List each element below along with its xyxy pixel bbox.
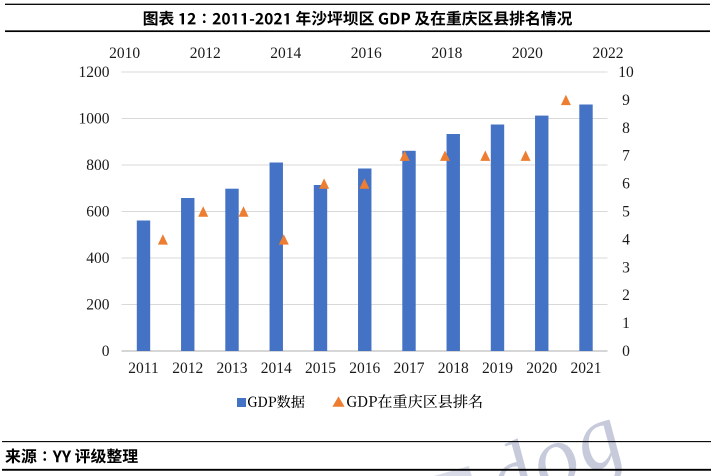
svg-text:2: 2 bbox=[622, 287, 630, 304]
svg-text:2016: 2016 bbox=[351, 45, 382, 62]
svg-text:1: 1 bbox=[622, 315, 630, 332]
svg-text:600: 600 bbox=[86, 204, 110, 221]
svg-text:8: 8 bbox=[622, 120, 630, 137]
svg-text:2012: 2012 bbox=[190, 45, 221, 62]
svg-text:9: 9 bbox=[622, 92, 630, 109]
svg-text:2010: 2010 bbox=[109, 45, 140, 62]
svg-text:2018: 2018 bbox=[431, 45, 462, 62]
svg-text:2012: 2012 bbox=[172, 360, 203, 377]
svg-text:0: 0 bbox=[102, 343, 110, 360]
svg-text:2014: 2014 bbox=[261, 360, 292, 377]
svg-text:800: 800 bbox=[86, 157, 110, 174]
svg-text:0: 0 bbox=[622, 343, 630, 360]
svg-text:2015: 2015 bbox=[305, 360, 336, 377]
svg-text:2019: 2019 bbox=[482, 360, 513, 377]
svg-text:10: 10 bbox=[618, 64, 634, 81]
svg-text:2022: 2022 bbox=[593, 45, 624, 62]
svg-text:2018: 2018 bbox=[438, 360, 469, 377]
svg-text:2020: 2020 bbox=[526, 360, 557, 377]
svg-text:1000: 1000 bbox=[79, 111, 110, 128]
svg-text:2011: 2011 bbox=[128, 360, 158, 377]
svg-text:7: 7 bbox=[622, 148, 630, 165]
svg-text:dog: dog bbox=[470, 383, 640, 476]
svg-text:5: 5 bbox=[622, 204, 630, 221]
svg-text:2014: 2014 bbox=[270, 45, 301, 62]
svg-text:2021: 2021 bbox=[571, 360, 602, 377]
svg-text:2016: 2016 bbox=[349, 360, 380, 377]
svg-text:1200: 1200 bbox=[79, 64, 110, 81]
svg-text:4: 4 bbox=[622, 231, 630, 248]
svg-text:2020: 2020 bbox=[512, 45, 543, 62]
svg-text:3: 3 bbox=[622, 259, 630, 276]
svg-text:2017: 2017 bbox=[394, 360, 425, 377]
svg-text:6: 6 bbox=[622, 176, 630, 193]
svg-text:2013: 2013 bbox=[217, 360, 248, 377]
svg-text:200: 200 bbox=[86, 297, 110, 314]
svg-text:400: 400 bbox=[86, 250, 110, 267]
